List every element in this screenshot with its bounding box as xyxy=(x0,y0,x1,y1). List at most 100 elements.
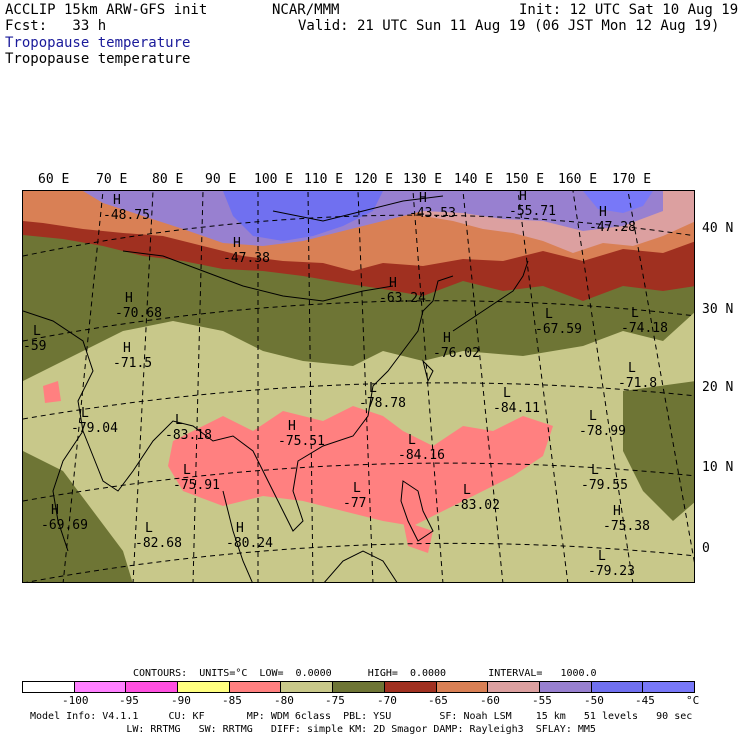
legend-swatch xyxy=(178,682,230,692)
lon-label: 130 E xyxy=(403,172,443,187)
legend-label: -75 xyxy=(325,694,345,707)
lon-label: 170 E xyxy=(612,172,652,187)
extremum-type: L xyxy=(369,381,377,396)
legend-label: -85 xyxy=(222,694,242,707)
model-info-line1: Model Info: V4.1.1 CU: KF MP: WDM 6class… xyxy=(30,711,693,722)
extremum-value: -75.38 xyxy=(603,519,650,534)
legend-swatch xyxy=(126,682,179,692)
legend-label: -60 xyxy=(480,694,500,707)
legend-label: -55 xyxy=(532,694,552,707)
extremum-value: -47.38 xyxy=(223,251,270,266)
legend-swatch xyxy=(229,682,282,692)
extremum-value: -63.24 xyxy=(379,291,426,306)
extremum-value: -59 xyxy=(23,339,47,354)
extremum-value: -78.99 xyxy=(579,424,626,439)
band-85-80-west xyxy=(43,381,61,403)
init-time: Init: 12 UTC Sat 10 Aug 19 xyxy=(519,2,739,18)
extremum-value: -71.5 xyxy=(113,356,153,371)
lat-label: 10 N xyxy=(702,460,734,475)
extremum-type: L xyxy=(353,481,361,496)
graticule xyxy=(23,191,694,582)
extremum-value: -77 xyxy=(343,496,367,511)
legend-swatch xyxy=(591,682,644,692)
extremum-marker: H -80.24 xyxy=(226,521,273,551)
legend-label: -100 xyxy=(62,694,89,707)
extremum-type: L xyxy=(589,409,597,424)
extremum-type: H xyxy=(125,291,133,306)
lat-label: 0 xyxy=(702,541,710,556)
valid-time: Valid: 21 UTC Sun 11 Aug 19 (06 JST Mon … xyxy=(298,18,720,34)
extremum-type: H xyxy=(443,331,451,346)
extremum-type: H xyxy=(233,236,241,251)
extremum-value: -47.28 xyxy=(589,220,636,235)
extremum-type: L xyxy=(628,361,636,376)
extremum-value: -75.51 xyxy=(278,434,325,449)
legend-swatch xyxy=(333,682,385,692)
legend-label: -80 xyxy=(274,694,294,707)
extremum-marker: H -43.53 xyxy=(409,191,456,221)
extremum-marker: L -78.78 xyxy=(359,381,406,411)
extremum-marker: L -79.55 xyxy=(581,463,628,493)
extremum-type: L xyxy=(33,324,41,339)
legend-label: -90 xyxy=(171,694,191,707)
extremum-type: H xyxy=(288,419,296,434)
extremum-type: L xyxy=(503,386,511,401)
legend-label: -45 xyxy=(635,694,655,707)
extremum-marker: H -75.38 xyxy=(603,504,650,534)
extremum-type: L xyxy=(631,306,639,321)
extremum-type: H xyxy=(123,341,131,356)
band-75-70-sw xyxy=(23,451,133,582)
extremum-type: H xyxy=(613,504,621,519)
extremum-type: L xyxy=(175,413,183,428)
extremum-value: -43.53 xyxy=(409,206,456,221)
extremum-marker: H -71.5 xyxy=(113,341,152,371)
lat-label: 40 N xyxy=(702,221,734,236)
extremum-value: -69.69 xyxy=(41,518,88,533)
extremum-marker: L -77 xyxy=(343,481,366,511)
extremum-value: -76.02 xyxy=(433,346,480,361)
extremum-marker: L -78.99 xyxy=(579,409,626,439)
extremum-marker: L -82.68 xyxy=(135,521,182,551)
lon-label: 120 E xyxy=(354,172,394,187)
lon-label: 70 E xyxy=(96,172,128,187)
lat-label: 30 N xyxy=(702,302,734,317)
legend-swatch xyxy=(488,682,540,692)
band-45-40 xyxy=(583,191,653,213)
extremum-value: -79.55 xyxy=(581,478,628,493)
band-55-50 xyxy=(83,191,663,246)
legend-swatch xyxy=(281,682,334,692)
lon-label: 160 E xyxy=(558,172,598,187)
extremum-value: -84.16 xyxy=(398,448,445,463)
extremum-marker: H -75.51 xyxy=(278,419,325,449)
organization: NCAR/MMM xyxy=(272,2,340,18)
model-title: ACCLIP 15km ARW-GFS init xyxy=(5,2,208,18)
legend-swatch xyxy=(384,682,437,692)
extremum-marker: L -79.04 xyxy=(71,406,118,436)
extremum-value: -82.68 xyxy=(135,536,182,551)
extremum-marker: H -70.68 xyxy=(115,291,162,321)
lon-label: 100 E xyxy=(254,172,294,187)
lat-label: 20 N xyxy=(702,380,734,395)
lon-label: 80 E xyxy=(152,172,184,187)
extremum-marker: L -83.02 xyxy=(453,483,500,513)
extremum-type: H xyxy=(51,503,59,518)
extremum-type: L xyxy=(183,463,191,478)
forecast-hour: Fcst: 33 h xyxy=(5,18,107,34)
extremum-marker: H -47.38 xyxy=(223,236,270,266)
extremum-type: L xyxy=(591,463,599,478)
extremum-value: -74.18 xyxy=(621,321,668,336)
extremum-marker: L -84.11 xyxy=(493,386,540,416)
extremum-marker: L -83.18 xyxy=(165,413,212,443)
legend-swatch xyxy=(23,682,75,692)
extremum-value: -79.04 xyxy=(71,421,118,436)
extremum-type: H xyxy=(599,205,607,220)
extremum-marker: L -71.8 xyxy=(618,361,657,391)
extremum-marker: H -69.69 xyxy=(41,503,88,533)
extremum-value: -71.8 xyxy=(618,376,658,391)
legend-label: -50 xyxy=(584,694,604,707)
extremum-type: L xyxy=(463,483,471,498)
lon-label: 110 E xyxy=(304,172,344,187)
extremum-marker: L -84.16 xyxy=(398,433,445,463)
extremum-value: -83.02 xyxy=(453,498,500,513)
extremum-marker: H -55.71 xyxy=(509,191,556,219)
